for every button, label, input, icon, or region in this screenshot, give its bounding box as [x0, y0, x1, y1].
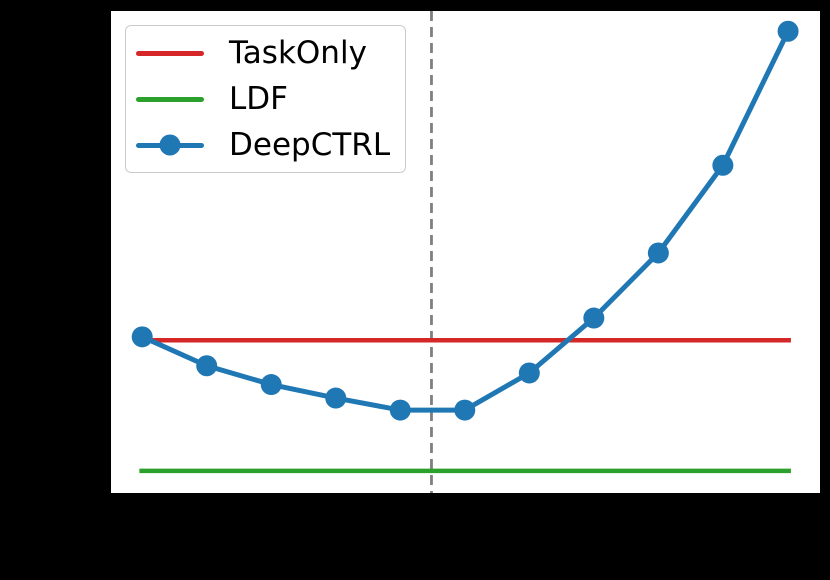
- deepctrl-data-point-marker: [389, 399, 411, 421]
- legend-label-ldf: LDF: [229, 80, 288, 117]
- legend-item-taskonly: TaskOnly: [126, 30, 405, 76]
- deepctrl-data-point-marker: [777, 20, 799, 42]
- legend-marker-dot: [159, 134, 181, 156]
- chart-canvas: [131, 11, 799, 493]
- legend-item-deepctrl: DeepCTRL: [126, 122, 405, 168]
- legend: TaskOnly LDF DeepCTRL: [125, 25, 406, 173]
- deepctrl-data-point-marker: [131, 326, 153, 348]
- legend-label-taskonly: TaskOnly: [229, 34, 367, 71]
- deepctrl-data-point-marker: [454, 399, 476, 421]
- legend-item-ldf: LDF: [126, 76, 405, 122]
- deepctrl-data-point-marker: [325, 387, 347, 409]
- legend-line-sample-taskonly: [136, 50, 204, 56]
- deepctrl-data-point-marker: [583, 307, 605, 329]
- deepctrl-data-point-marker: [518, 362, 540, 384]
- deepctrl-data-point-marker: [260, 374, 282, 396]
- legend-line-sample-ldf: [136, 96, 204, 102]
- legend-label-deepctrl: DeepCTRL: [229, 126, 391, 163]
- deepctrl-data-point-marker: [196, 355, 218, 377]
- deepctrl-data-point-marker: [647, 242, 669, 264]
- legend-line-sample-deepctrl: [136, 134, 204, 156]
- deepctrl-data-point-marker: [712, 154, 734, 176]
